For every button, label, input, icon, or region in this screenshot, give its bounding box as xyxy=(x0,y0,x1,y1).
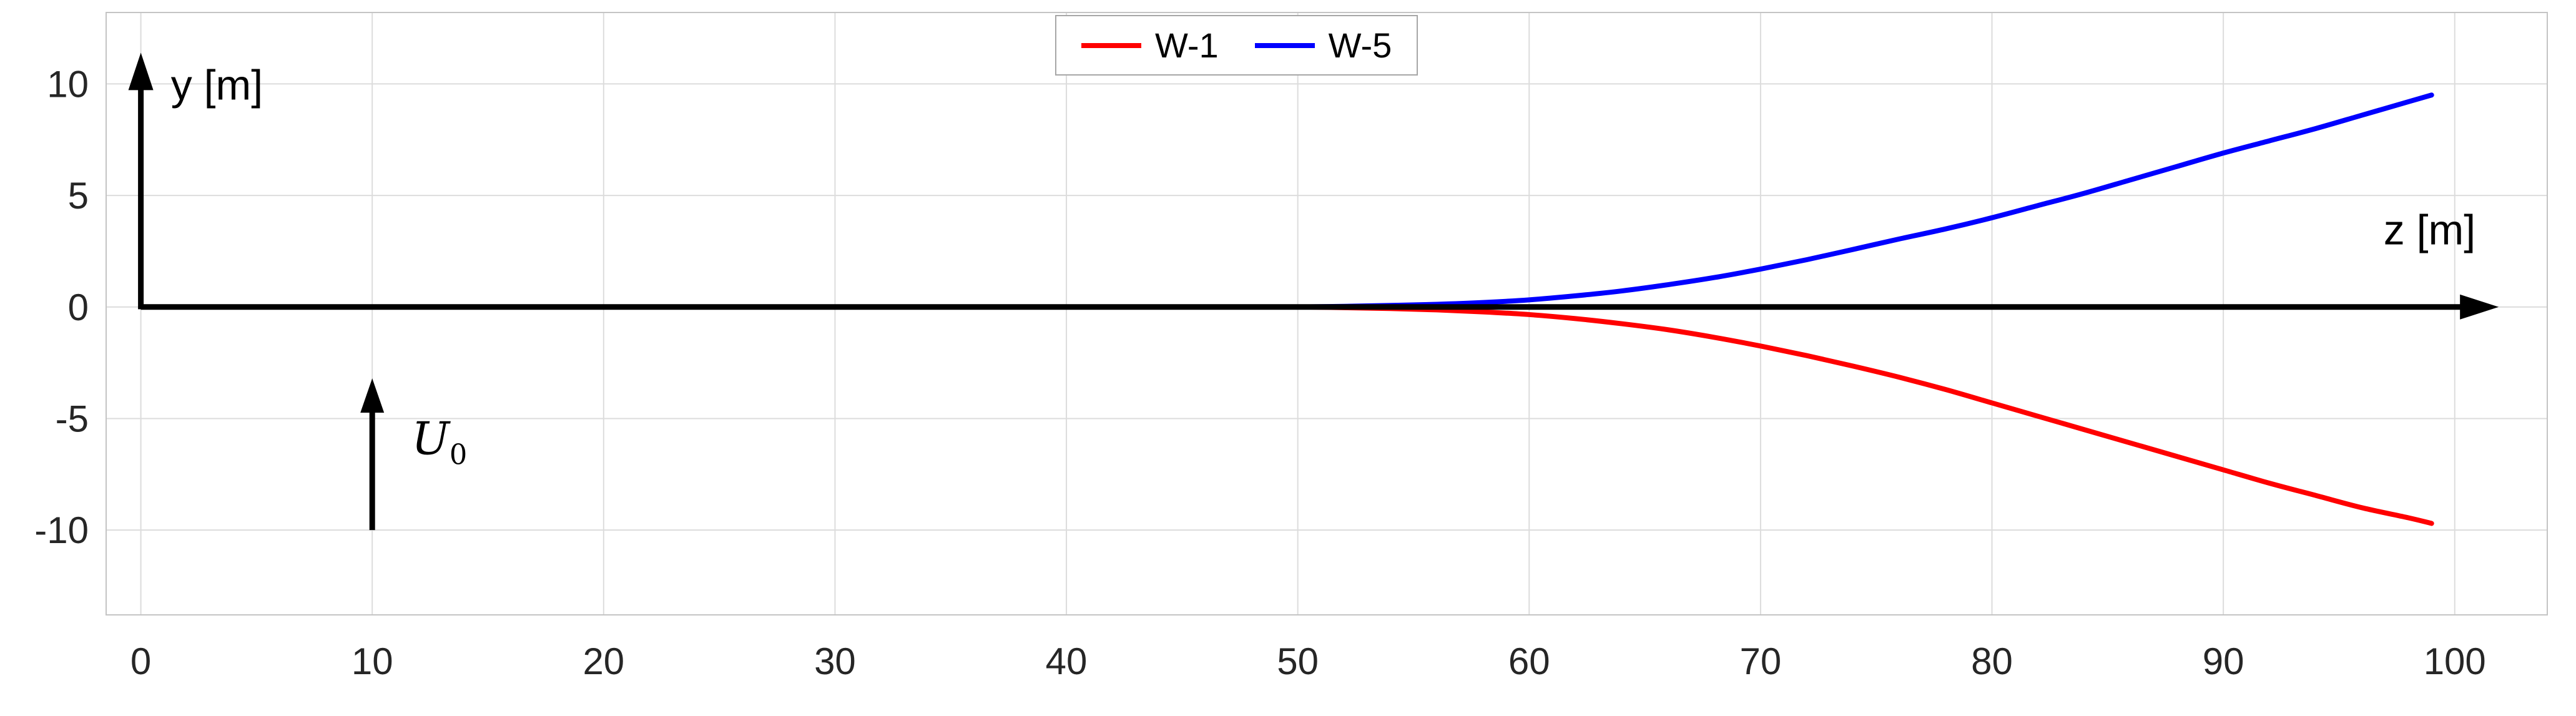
x-tick-label: 60 xyxy=(1508,640,1550,682)
legend: W-1 W-5 xyxy=(1055,15,1418,76)
x-tick-label: 90 xyxy=(2203,640,2244,682)
legend-label-w5: W-5 xyxy=(1328,26,1392,65)
plot-box xyxy=(106,12,2548,615)
series-line-w-5 xyxy=(1295,92,2434,310)
legend-item-w1: W-1 xyxy=(1081,25,1219,66)
x-tick-label: 70 xyxy=(1740,640,1782,682)
legend-line-swatch-w1 xyxy=(1081,42,1141,48)
x-tick-label: 20 xyxy=(583,640,624,682)
series-line-w-1 xyxy=(1295,304,2434,526)
y-axis-arrow-head xyxy=(128,52,154,91)
y-tick-label: -5 xyxy=(56,398,89,439)
x-tick-label: 40 xyxy=(1046,640,1088,682)
y-tick-label: 0 xyxy=(68,287,89,328)
legend-line-swatch-w5 xyxy=(1254,42,1315,48)
z-axis-label: z [m] xyxy=(2384,207,2475,254)
x-tick-label: 100 xyxy=(2424,640,2486,682)
legend-item-w5: W-5 xyxy=(1254,25,1392,66)
x-tick-label: 30 xyxy=(814,640,856,682)
x-tick-label: 10 xyxy=(351,640,393,682)
y-axis-label: y [m] xyxy=(171,61,263,109)
u0-arrow-head xyxy=(360,378,385,413)
x-tick-label: 80 xyxy=(1971,640,2013,682)
y-tick-label: 5 xyxy=(68,175,89,217)
x-tick-label: 50 xyxy=(1277,640,1319,682)
z-axis-arrow-head xyxy=(2460,294,2499,320)
y-tick-label: 10 xyxy=(47,63,89,105)
u0-label: U0 xyxy=(411,413,467,471)
legend-label-w1: W-1 xyxy=(1155,26,1219,65)
x-tick-label: 0 xyxy=(130,640,151,682)
y-tick-label: -10 xyxy=(34,509,89,551)
